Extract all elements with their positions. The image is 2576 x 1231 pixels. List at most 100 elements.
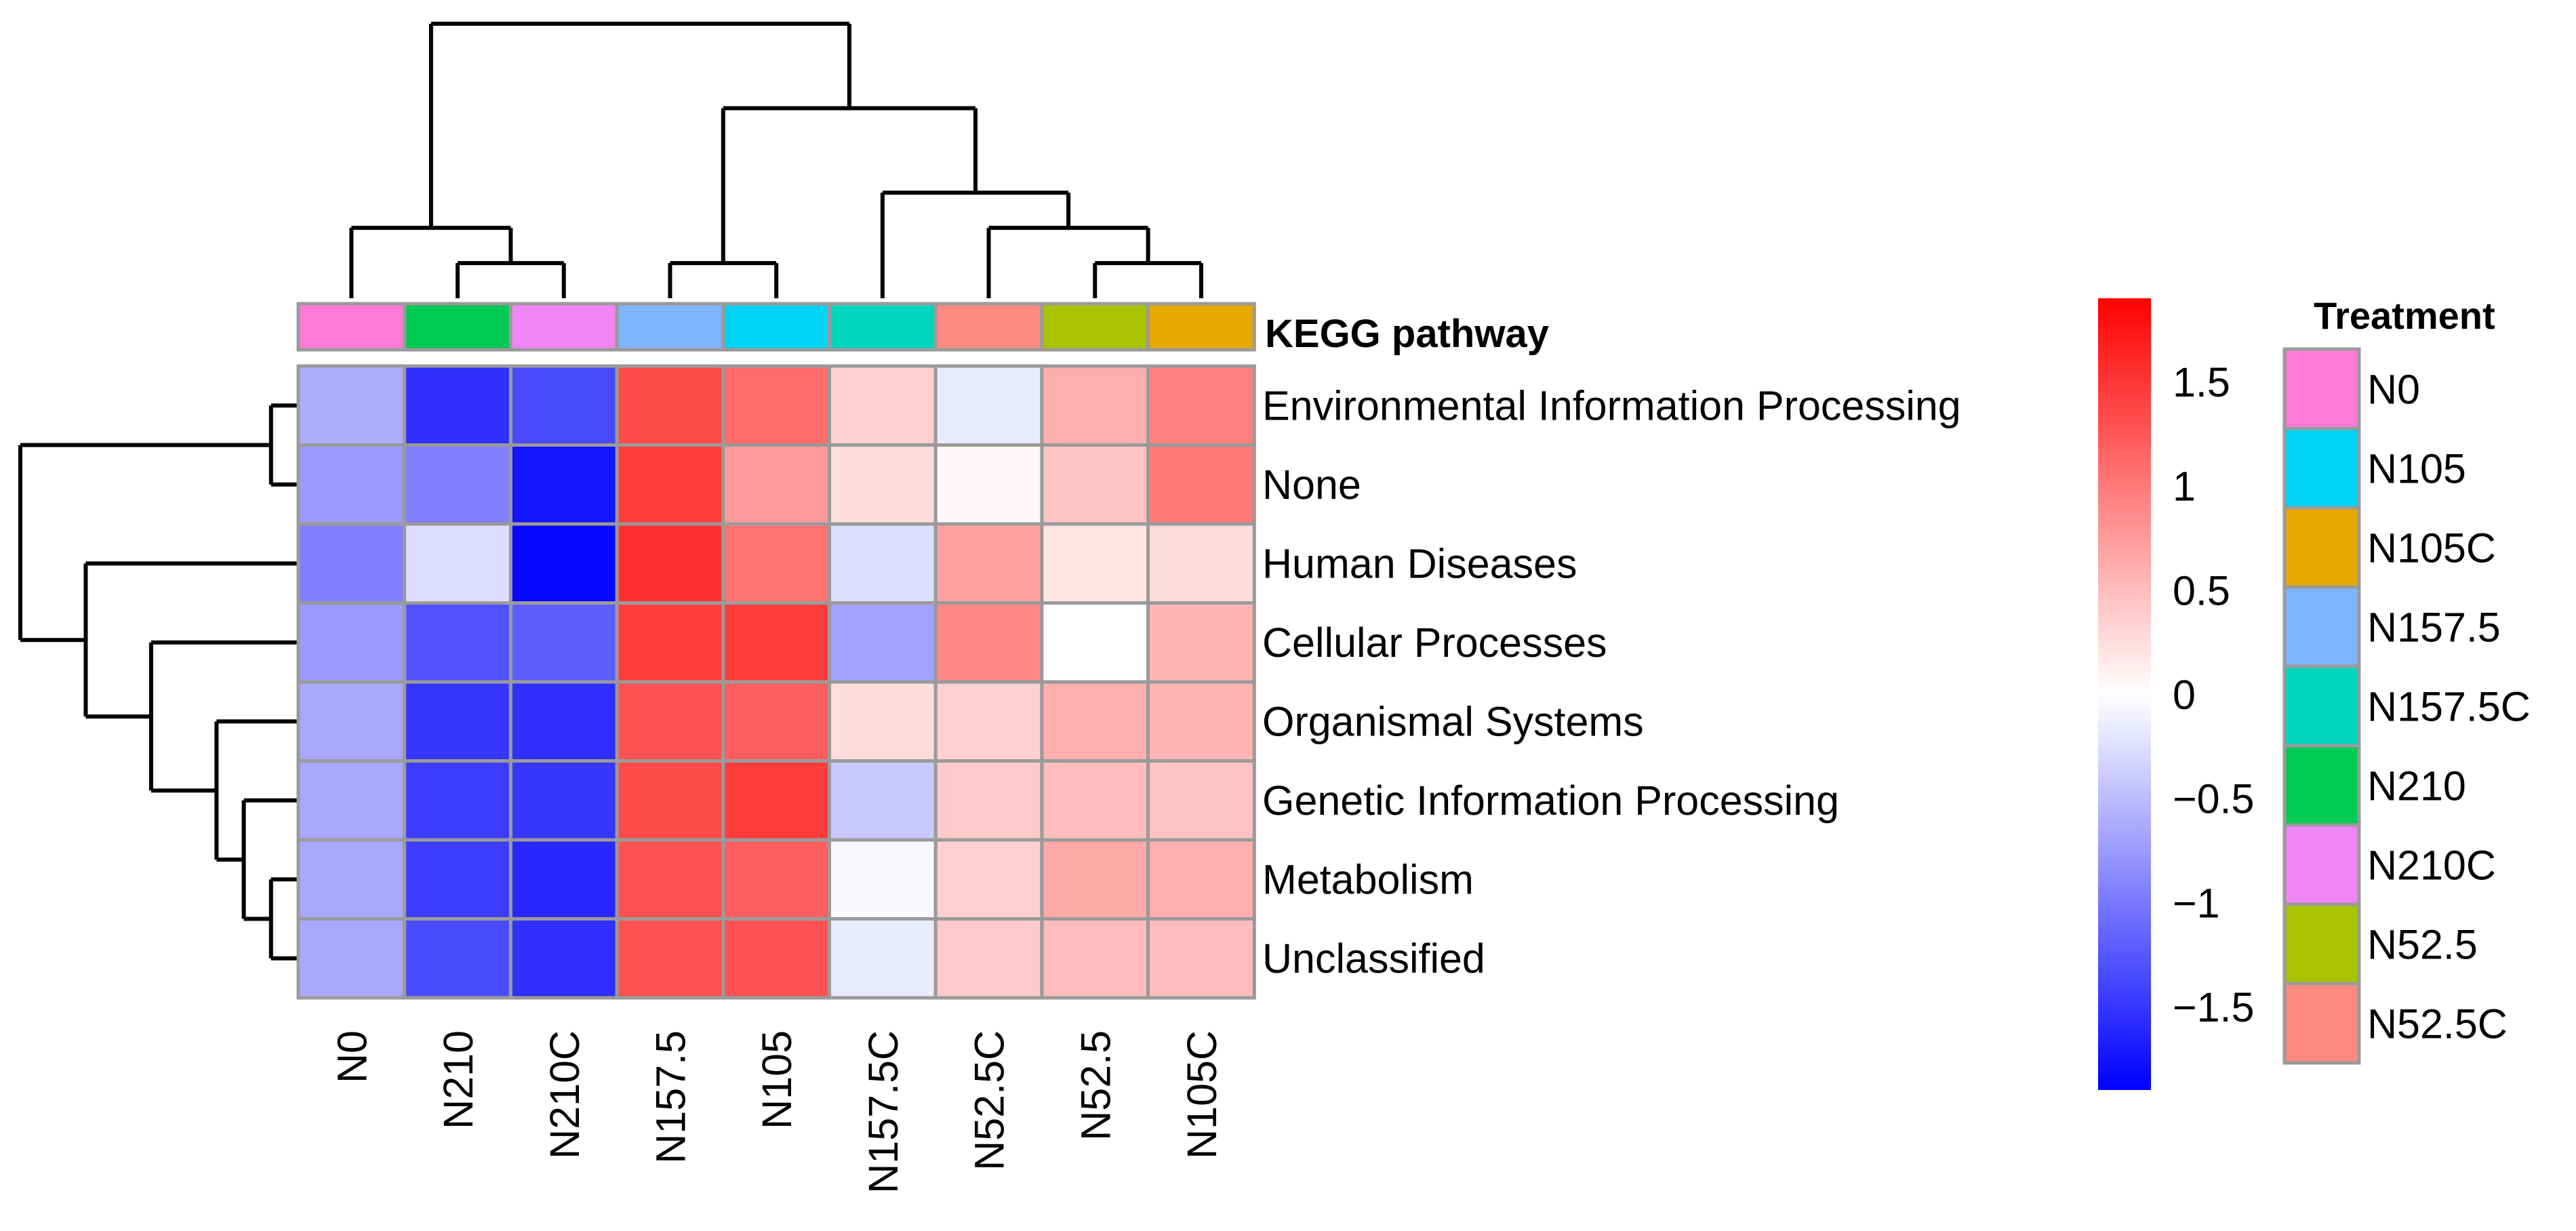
heatmap-cell <box>721 601 832 684</box>
heatmap-cell <box>933 601 1044 684</box>
treatment-swatch <box>2282 902 2361 986</box>
row-label: Metabolism <box>1262 856 1474 902</box>
heatmap-cell <box>828 917 938 1000</box>
annotation-cell <box>508 302 619 352</box>
treatment-swatch <box>2282 744 2361 827</box>
heatmap-cell <box>296 601 407 684</box>
column-label: N210 <box>435 1030 481 1129</box>
heatmap-cell <box>296 838 407 921</box>
heatmap-cell <box>1146 364 1256 447</box>
row-label: Environmental Information Processing <box>1262 382 1961 428</box>
treatment-legend-label: N157.5C <box>2367 684 2531 730</box>
row-label: Cellular Processes <box>1262 620 1607 666</box>
column-labels: N0 N210 N210C N157.5 N105 N157.5C N52.5C N52.5 N… <box>329 1030 1225 1194</box>
color-scale-legend: 1.5 1 0.5 0 −0.5 −1 −1.5 <box>2098 298 2254 1090</box>
treatment-legend-label: N105C <box>2367 525 2496 571</box>
row-label: Unclassified <box>1262 935 1485 982</box>
treatment-legend-label: N0 <box>2367 367 2420 413</box>
heatmap-cell <box>296 364 407 447</box>
column-annotation-bar <box>296 302 1256 352</box>
heatmap-cell <box>403 364 512 447</box>
color-scale-tick-label: 0 <box>2173 672 2196 718</box>
heatmap-cell <box>1146 838 1256 921</box>
color-scale-bar <box>2098 298 2151 1090</box>
heatmap-cell <box>1146 443 1256 526</box>
treatment-swatch <box>2282 982 2361 1065</box>
heatmap-cell <box>296 443 407 526</box>
heatmap-cell <box>721 364 832 447</box>
color-scale-tick-label: 1 <box>2173 464 2196 510</box>
column-dendrogram <box>349 22 1203 298</box>
heatmap-cell <box>403 680 512 763</box>
heatmap-cell <box>403 522 512 605</box>
color-scale-tick-label: 0.5 <box>2173 567 2230 613</box>
heatmap-cell <box>828 522 938 605</box>
heatmap-cell <box>933 522 1044 605</box>
heatmap-cell <box>721 917 832 1000</box>
annotation-cell <box>933 302 1044 352</box>
heatmap-cell <box>615 522 725 605</box>
heatmap-cell <box>508 364 619 447</box>
color-scale-tick-label: −1.5 <box>2173 984 2254 1030</box>
heatmap-cell <box>1040 443 1150 526</box>
column-label: N52.5C <box>967 1030 1013 1171</box>
heatmap-cell <box>403 601 512 684</box>
heatmap-cell <box>1040 364 1150 447</box>
treatment-swatch <box>2282 347 2361 430</box>
color-scale-tick-label: −0.5 <box>2173 776 2254 822</box>
heatmap-cell <box>403 838 512 921</box>
annotation-cell <box>403 302 512 352</box>
heatmap-cell <box>721 522 832 605</box>
heatmap-cell <box>615 838 725 921</box>
heatmap-cell <box>615 443 725 526</box>
heatmap-cell <box>1040 601 1150 684</box>
heatmap-cell <box>933 443 1044 526</box>
heatmap-cell <box>296 680 407 763</box>
row-dendrogram <box>18 403 298 961</box>
heatmap-cell <box>615 601 725 684</box>
column-label: N157.5 <box>647 1030 693 1164</box>
heatmap-cell <box>721 838 832 921</box>
heatmap-cell <box>828 680 938 763</box>
color-scale-tick-label: −1 <box>2173 880 2220 926</box>
heatmap-cell <box>828 443 938 526</box>
heatmap-cell <box>933 680 1044 763</box>
heatmap-cell <box>828 364 938 447</box>
annotation-cell <box>296 302 407 352</box>
column-label: N105 <box>754 1030 800 1129</box>
heatmap-cell <box>403 917 512 1000</box>
heatmap-cell <box>933 364 1044 447</box>
heatmap-cell <box>721 443 832 526</box>
heatmap-cell <box>1040 759 1150 842</box>
annotation-cell <box>615 302 725 352</box>
treatment-legend-label: N210C <box>2367 843 2496 889</box>
heatmap-cell <box>508 443 619 526</box>
column-label: N105C <box>1179 1030 1225 1159</box>
heatmap-cell <box>721 759 832 842</box>
heatmap-cell <box>508 759 619 842</box>
column-label: N0 <box>329 1030 375 1083</box>
treatment-swatch <box>2282 506 2361 589</box>
treatment-legend-label: N105 <box>2367 446 2466 492</box>
heatmap-cell <box>615 917 725 1000</box>
heatmap-cell <box>828 759 938 842</box>
column-label: N157.5C <box>860 1030 906 1194</box>
annotation-label: KEGG pathway <box>1265 312 1549 356</box>
heatmap-cell <box>933 838 1044 921</box>
treatment-legend: Treatment N0 N105 N105C N157.5 N157.5C N210 N21… <box>2282 294 2531 1065</box>
heatmap-cell <box>1040 838 1150 921</box>
heatmap-cell <box>615 680 725 763</box>
heatmap-cell <box>1040 680 1150 763</box>
heatmap-cell <box>1040 522 1150 605</box>
heatmap-cell <box>828 838 938 921</box>
heatmap-cell <box>1040 917 1150 1000</box>
treatment-swatch <box>2282 585 2361 668</box>
annotation-cell <box>1146 302 1256 352</box>
heatmap-cell <box>296 522 407 605</box>
heatmap-cell <box>615 364 725 447</box>
heatmap-cell <box>508 917 619 1000</box>
row-label: Genetic Information Processing <box>1262 778 1839 824</box>
row-label: None <box>1262 462 1361 508</box>
heatmap-cell <box>296 917 407 1000</box>
column-label: N210C <box>542 1030 588 1159</box>
